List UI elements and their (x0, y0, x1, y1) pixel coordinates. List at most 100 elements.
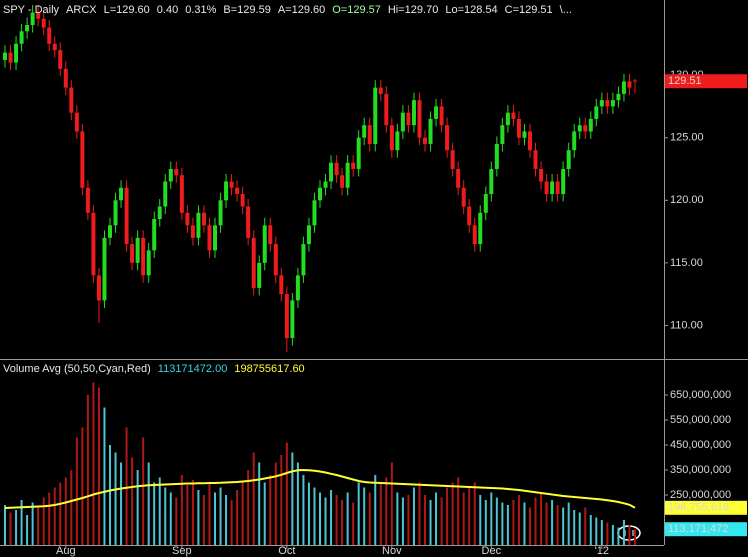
volume-bar (479, 495, 482, 545)
y-tick-label: 650,000,000 (670, 389, 731, 401)
candle-body (213, 225, 217, 251)
candle-body (318, 187, 322, 201)
candle-body (627, 81, 632, 88)
volume-bar (390, 462, 393, 545)
candle-body (384, 93, 389, 126)
candle-body (295, 275, 300, 301)
volume-bar (611, 525, 614, 545)
candle-body (3, 52, 7, 61)
volume-bar (341, 500, 344, 545)
candle-body (14, 43, 19, 63)
candle-body (434, 106, 439, 119)
volume-bar (208, 482, 211, 545)
volume-bar (473, 482, 476, 545)
volume-bar (247, 470, 250, 545)
volume-bar (451, 482, 454, 545)
candle-body (323, 181, 328, 188)
x-tick-label: Aug (56, 545, 76, 557)
volume-bar (468, 487, 471, 545)
volume-bar (462, 492, 465, 545)
volume-bar (319, 492, 321, 545)
volume-bar (446, 487, 449, 545)
volume-bar (9, 512, 12, 545)
volume-bar (125, 427, 128, 545)
header-item: B=129.59 (223, 4, 270, 16)
volume-bar (512, 500, 515, 545)
volume-bar (147, 462, 150, 545)
volume-bar (606, 522, 609, 545)
candle-body (224, 181, 229, 201)
header-item: 198755617.60 (234, 363, 304, 375)
candle-body (550, 181, 555, 195)
volume-bar (97, 387, 100, 545)
candle-body (163, 181, 168, 207)
candle-body (528, 131, 532, 151)
candle-body (196, 212, 201, 238)
candle-body (130, 244, 135, 263)
candle-body (284, 294, 289, 338)
volume-bar (600, 520, 603, 545)
candle-body (301, 244, 306, 276)
volume-bar (252, 452, 255, 545)
volume-bar (346, 492, 349, 545)
candle-body (605, 100, 610, 107)
candle-body (450, 150, 455, 169)
volume-bar (180, 475, 183, 545)
volume-bar (506, 505, 509, 545)
candle-body (229, 181, 234, 188)
candle-body (251, 237, 256, 288)
volume-bar (92, 382, 95, 545)
volume-bar (258, 462, 261, 545)
candle-body (633, 80, 637, 82)
volume-bar (219, 487, 222, 545)
candle-body (25, 25, 30, 32)
volume-bar (20, 500, 23, 545)
candle-body (257, 262, 262, 288)
candle-body (395, 131, 400, 151)
candle-body (472, 225, 477, 245)
volume-bar (424, 495, 426, 545)
volume-bar (81, 427, 84, 545)
volume-bar (103, 407, 106, 545)
volume-bar (169, 492, 172, 545)
header-item: L=129.60 (104, 4, 150, 16)
volume-bar (330, 490, 333, 545)
candle-body (58, 50, 63, 69)
header-item: A=129.60 (278, 4, 325, 16)
candle-body (273, 244, 278, 276)
candle-body (494, 143, 499, 169)
candle-body (235, 187, 240, 195)
y-tick-label: 450,000,000 (670, 439, 731, 451)
candle-body (190, 225, 195, 238)
volume-bar (164, 487, 167, 545)
candle-body (174, 168, 179, 176)
volume-bar (540, 492, 543, 545)
volume-bar (274, 462, 277, 545)
candle-body (135, 237, 140, 263)
candle-body (417, 100, 422, 138)
volume-bar (363, 487, 366, 545)
volume-bar (634, 529, 636, 545)
header-item: 113171472.00 (158, 363, 228, 375)
volume-bar (214, 492, 216, 545)
candle-body (146, 250, 151, 276)
volume-bar (324, 497, 327, 545)
candle-body (561, 168, 566, 195)
header-item: Hi=129.70 (388, 4, 438, 16)
candle-body (616, 93, 621, 101)
candle-body (334, 162, 339, 176)
candle-body (312, 200, 317, 226)
x-tick-label: '12 (595, 545, 609, 557)
volume-bar (517, 495, 520, 545)
candle-body (461, 187, 466, 207)
candle-body (610, 100, 615, 107)
candle-body (96, 275, 101, 301)
volume-bar (490, 492, 493, 545)
candle-body (30, 12, 35, 26)
volume-bar (263, 482, 266, 545)
header-item: SPY - Daily (3, 4, 60, 16)
candle-body (555, 181, 560, 195)
volume-bar (578, 512, 581, 545)
